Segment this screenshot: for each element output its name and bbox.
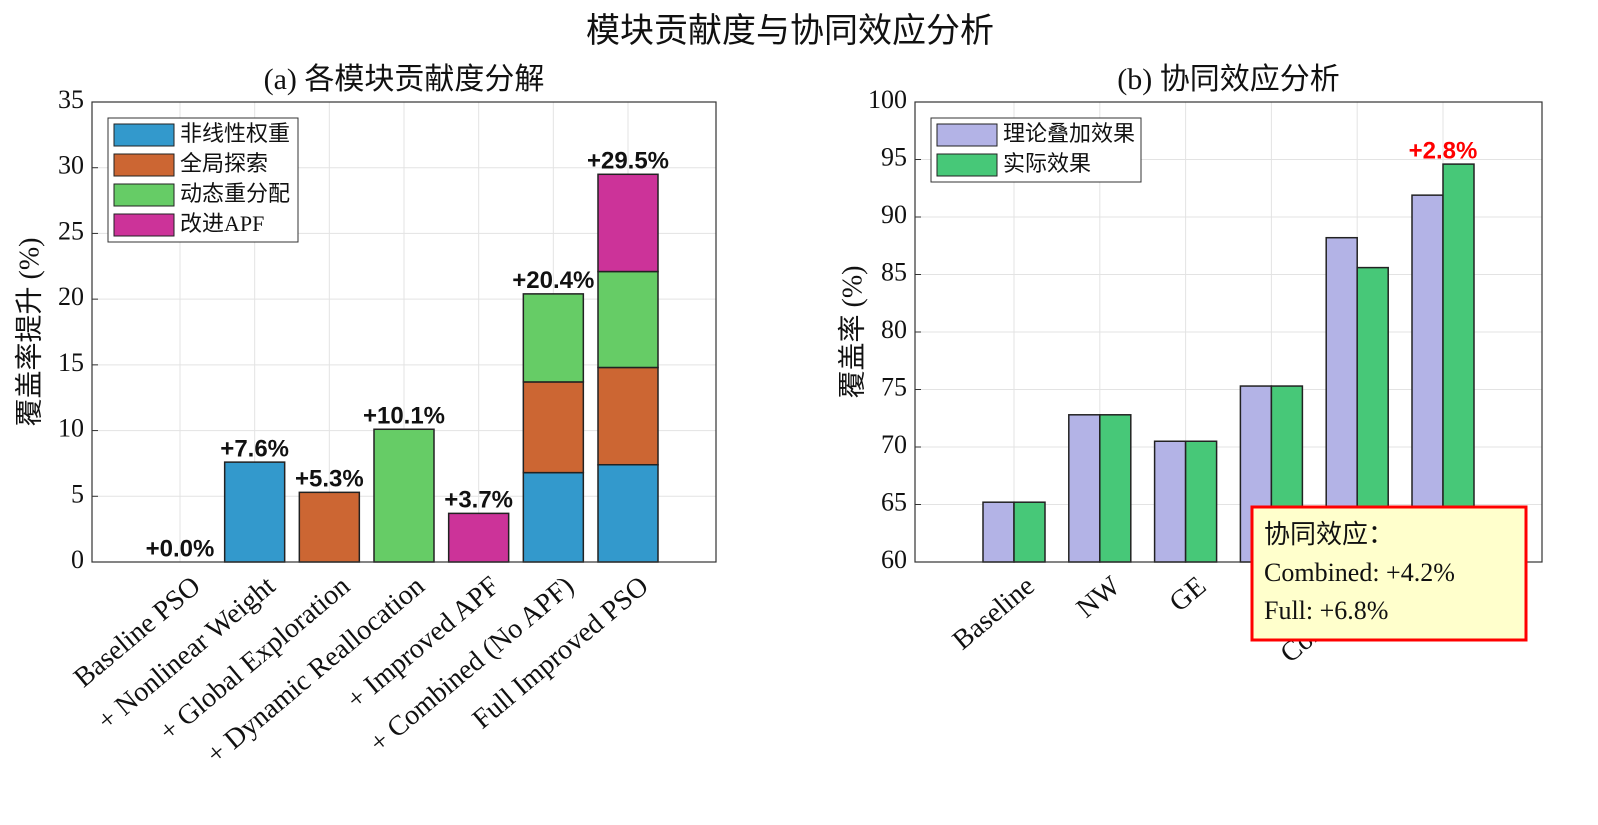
bar xyxy=(1442,163,1475,563)
axes-frame xyxy=(914,101,1543,563)
chart-title: (b) 协同效应分析 xyxy=(1117,63,1339,96)
legend-label: 理论叠加效果 xyxy=(1003,121,1135,146)
legend-swatch xyxy=(113,123,175,147)
annotation-text: Full: +6.8% xyxy=(1264,596,1388,625)
y-tick-label: 5 xyxy=(71,479,84,508)
x-tick-label: Baseline xyxy=(947,571,1041,657)
bar-segment xyxy=(597,366,659,466)
bar-segment xyxy=(597,173,659,273)
legend-swatch xyxy=(936,153,998,177)
legend-swatch xyxy=(113,183,175,207)
y-tick-label: 25 xyxy=(58,216,84,245)
legend-label: 实际效果 xyxy=(1003,151,1091,176)
bar-segment xyxy=(373,428,435,563)
bar-segment xyxy=(298,491,361,563)
legend-swatch xyxy=(113,213,175,237)
legend-label: 改进APF xyxy=(180,211,264,236)
axes-frame xyxy=(91,101,717,563)
y-tick-label: 60 xyxy=(881,545,907,574)
legend-label: 动态重分配 xyxy=(180,181,290,206)
legend-swatch xyxy=(113,153,175,177)
value-label: +10.1% xyxy=(363,403,445,430)
bar xyxy=(1013,501,1046,563)
bar xyxy=(982,501,1015,563)
y-tick-label: 100 xyxy=(868,85,907,114)
y-tick-label: 15 xyxy=(58,348,84,377)
value-label: +20.4% xyxy=(512,267,594,294)
bar xyxy=(1068,414,1101,563)
annotation: +2.8% xyxy=(1409,137,1478,164)
y-axis-label: 覆盖率提升 (%) xyxy=(13,238,45,427)
bar-segment xyxy=(522,381,585,474)
bar xyxy=(1153,440,1187,563)
y-tick-label: 70 xyxy=(881,430,907,459)
y-tick-label: 65 xyxy=(881,487,907,516)
y-tick-label: 10 xyxy=(58,414,84,443)
annotation-text: Combined: +4.2% xyxy=(1264,558,1455,587)
figure-title: 模块贡献度与协同效应分析 xyxy=(586,12,994,50)
bar-segment xyxy=(522,293,585,383)
annotation-box xyxy=(1250,505,1528,642)
bar-segment xyxy=(223,461,286,563)
annotation-text: 协同效应： xyxy=(1264,520,1394,549)
y-tick-label: 0 xyxy=(71,545,84,574)
y-tick-label: 35 xyxy=(58,85,84,114)
bar xyxy=(1184,440,1218,563)
y-tick-label: 85 xyxy=(881,257,907,286)
bar-segment xyxy=(522,471,585,563)
y-tick-label: 75 xyxy=(881,372,907,401)
y-tick-label: 20 xyxy=(58,282,84,311)
x-tick-label: NW xyxy=(1071,570,1127,624)
legend-swatch xyxy=(936,123,998,147)
y-tick-label: 95 xyxy=(881,142,907,171)
chart-title: (a) 各模块贡献度分解 xyxy=(264,63,545,96)
legend-label: 全局探索 xyxy=(180,151,268,176)
x-tick-label: GE xyxy=(1164,571,1213,619)
bar-segment xyxy=(447,512,510,563)
value-label: +7.6% xyxy=(220,435,289,462)
value-label: +29.5% xyxy=(587,148,669,175)
y-tick-label: 80 xyxy=(881,315,907,344)
bar-segment xyxy=(597,463,659,563)
y-axis-label: 覆盖率 (%) xyxy=(836,266,868,399)
y-tick-label: 90 xyxy=(881,200,907,229)
value-label: +3.7% xyxy=(444,487,513,514)
y-tick-label: 30 xyxy=(58,151,84,180)
value-label: +0.0% xyxy=(146,535,215,562)
legend-label: 非线性权重 xyxy=(180,121,290,146)
bar-segment xyxy=(597,270,659,369)
bar xyxy=(1099,414,1132,563)
value-label: +5.3% xyxy=(295,466,364,493)
